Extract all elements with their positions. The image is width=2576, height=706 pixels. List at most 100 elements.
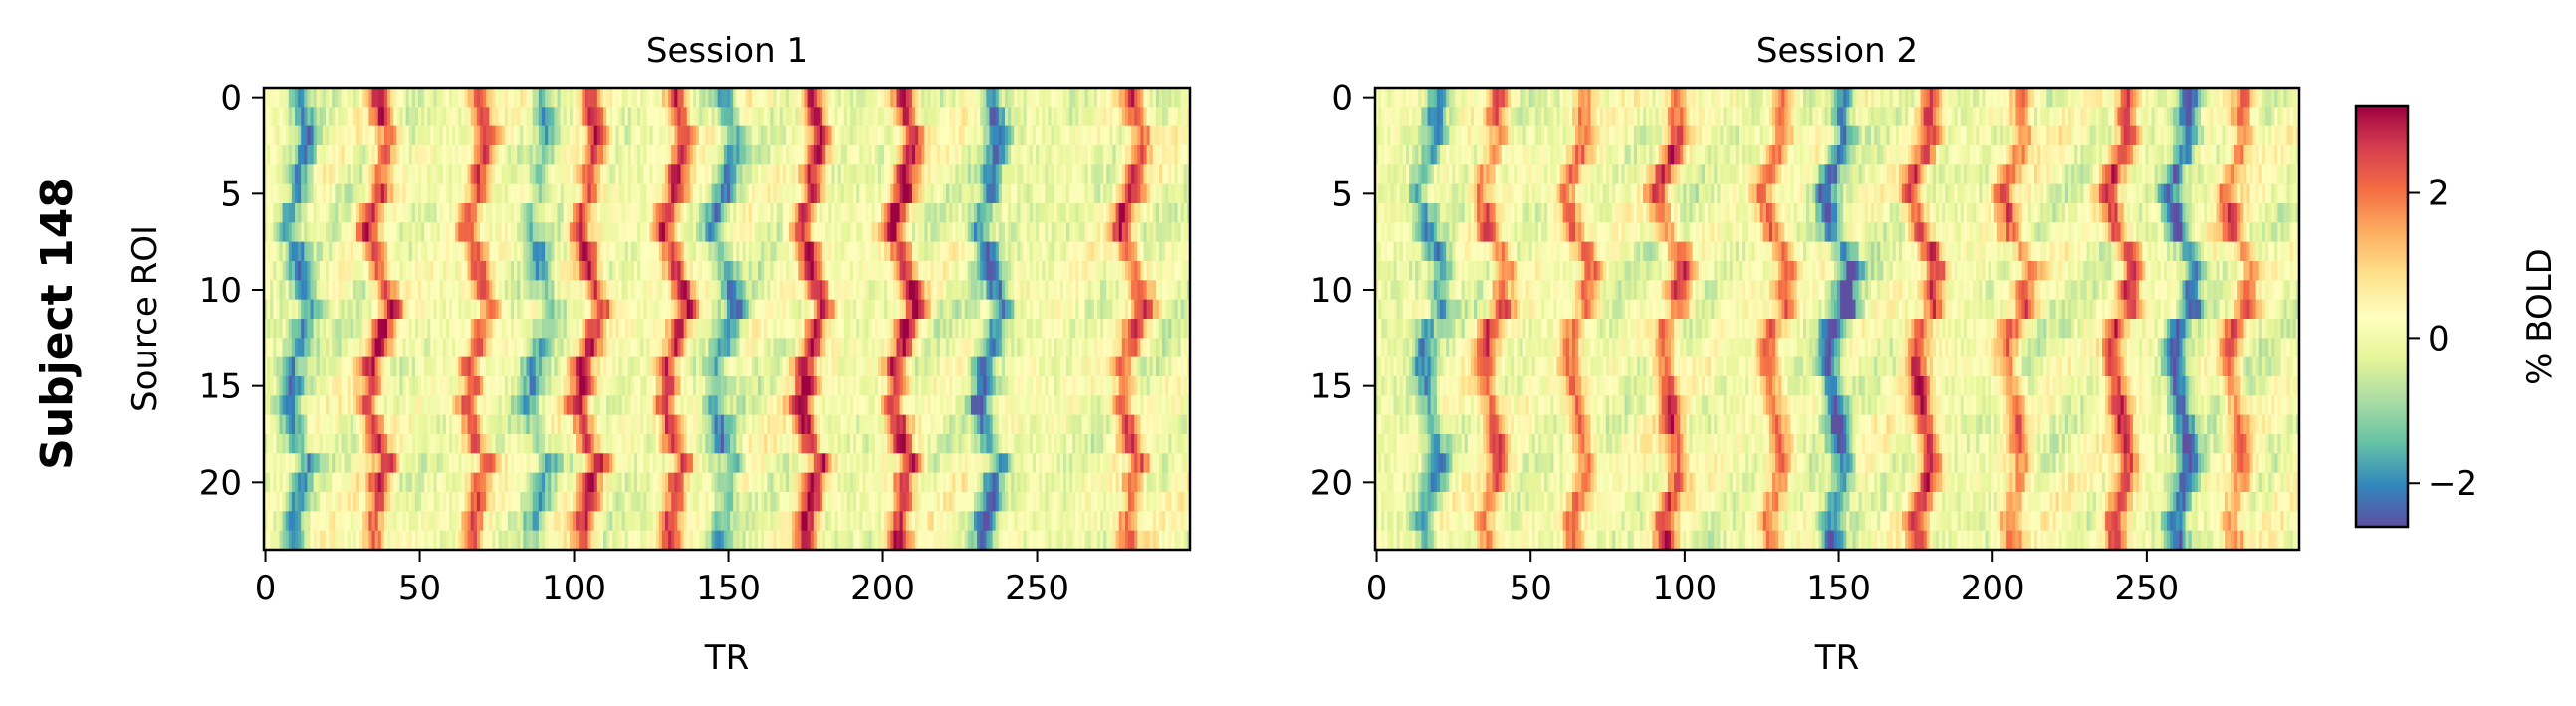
- heatmap-cell: [856, 203, 860, 223]
- heatmap-cell: [792, 145, 796, 165]
- heatmap-cell: [714, 88, 719, 108]
- heatmap-cell: [1109, 107, 1114, 127]
- heatmap-cell: [723, 88, 728, 108]
- heatmap-cell: [831, 145, 836, 165]
- heatmap-cell: [1008, 261, 1012, 281]
- heatmap-cell: [677, 125, 682, 146]
- heatmap-cell: [825, 145, 829, 165]
- heatmap-cell: [1078, 164, 1083, 185]
- heatmap-cell: [526, 203, 531, 223]
- heatmap-cell: [646, 145, 651, 165]
- heatmap-cell: [1029, 183, 1034, 204]
- heatmap-cell: [745, 280, 750, 301]
- heatmap-cell: [606, 107, 610, 127]
- heatmap-cell: [273, 280, 277, 301]
- heatmap-cell: [538, 183, 543, 204]
- heatmap-cell: [933, 203, 938, 223]
- heatmap-cell: [902, 145, 907, 165]
- heatmap-cell: [1115, 183, 1120, 204]
- heatmap-cell: [843, 145, 848, 165]
- heatmap-cell: [874, 145, 879, 165]
- heatmap-cell: [850, 145, 854, 165]
- heatmap-cell: [1140, 203, 1145, 223]
- heatmap-cell: [661, 222, 666, 243]
- heatmap-cell: [813, 107, 818, 127]
- heatmap-cell: [548, 203, 552, 223]
- heatmap-cell: [267, 261, 271, 281]
- heatmap-cell: [282, 145, 287, 165]
- heatmap-cell: [714, 145, 719, 165]
- heatmap-cell: [899, 261, 904, 281]
- heatmap-cell: [596, 107, 601, 127]
- heatmap-cell: [881, 241, 885, 262]
- heatmap-cell: [1072, 280, 1076, 301]
- heatmap-cell: [677, 88, 682, 108]
- heatmap-cell: [1177, 203, 1182, 223]
- heatmap-cell: [686, 88, 691, 108]
- heatmap-cell: [705, 88, 709, 108]
- heatmap-cell: [538, 88, 543, 108]
- heatmap-cell: [1137, 280, 1141, 301]
- heatmap-cell: [609, 107, 613, 127]
- heatmap-cell: [1152, 280, 1157, 301]
- heatmap-cell: [820, 203, 823, 223]
- heatmap-cell: [874, 88, 879, 108]
- heatmap-cell: [387, 125, 391, 146]
- heatmap-cell: [980, 280, 984, 301]
- heatmap-cell: [822, 88, 826, 108]
- heatmap-cell: [517, 222, 521, 243]
- heatmap-cell: [507, 145, 512, 165]
- heatmap-cell: [692, 222, 697, 243]
- heatmap-cell: [912, 164, 916, 185]
- heatmap-cell: [612, 88, 616, 108]
- heatmap-cell: [881, 107, 885, 127]
- heatmap-cell: [627, 107, 632, 127]
- heatmap-cell: [1100, 88, 1104, 108]
- heatmap-cell: [983, 261, 987, 281]
- heatmap-cell: [890, 107, 894, 127]
- heatmap-cell: [915, 280, 919, 301]
- heatmap-cell: [877, 183, 882, 204]
- heatmap-cell: [1115, 125, 1120, 146]
- heatmap-cell: [1152, 164, 1157, 185]
- heatmap-cell: [612, 183, 616, 204]
- heatmap-cell: [365, 241, 369, 262]
- heatmap-cell: [504, 107, 509, 127]
- heatmap-cell: [992, 241, 997, 262]
- heatmap-cell: [834, 164, 839, 185]
- heatmap-cell: [902, 183, 907, 204]
- heatmap-cell: [887, 183, 891, 204]
- heatmap-cell: [1075, 164, 1079, 185]
- heatmap-cell: [1165, 203, 1169, 223]
- heatmap-cell: [668, 107, 672, 127]
- heatmap-cell: [816, 261, 820, 281]
- heatmap-cell: [918, 145, 922, 165]
- heatmap-cell: [776, 145, 781, 165]
- heatmap-cell: [1112, 88, 1117, 108]
- heatmap-cell: [655, 125, 660, 146]
- heatmap-cell: [927, 222, 932, 243]
- heatmap-cell: [943, 107, 947, 127]
- heatmap-cell: [1051, 261, 1055, 281]
- heatmap-cell: [723, 145, 728, 165]
- heatmap-cell: [671, 125, 675, 146]
- heatmap-cell: [1140, 88, 1145, 108]
- heatmap-cell: [285, 261, 290, 281]
- heatmap-cell: [408, 145, 413, 165]
- heatmap-cell: [390, 280, 394, 301]
- heatmap-cell: [974, 183, 978, 204]
- heatmap-cell: [949, 203, 953, 223]
- heatmap-cell: [421, 88, 425, 108]
- heatmap-cell: [789, 222, 793, 243]
- heatmap-cell: [356, 88, 360, 108]
- heatmap-cell: [1054, 164, 1058, 185]
- heatmap-cell: [946, 88, 950, 108]
- heatmap-cell: [834, 107, 839, 127]
- heatmap-cell: [865, 88, 870, 108]
- heatmap-cell: [871, 145, 876, 165]
- heatmap-cell: [1118, 145, 1123, 165]
- heatmap-cell: [335, 88, 339, 108]
- heatmap-cell: [1149, 222, 1154, 243]
- heatmap-cell: [408, 261, 413, 281]
- heatmap-cell: [1026, 107, 1031, 127]
